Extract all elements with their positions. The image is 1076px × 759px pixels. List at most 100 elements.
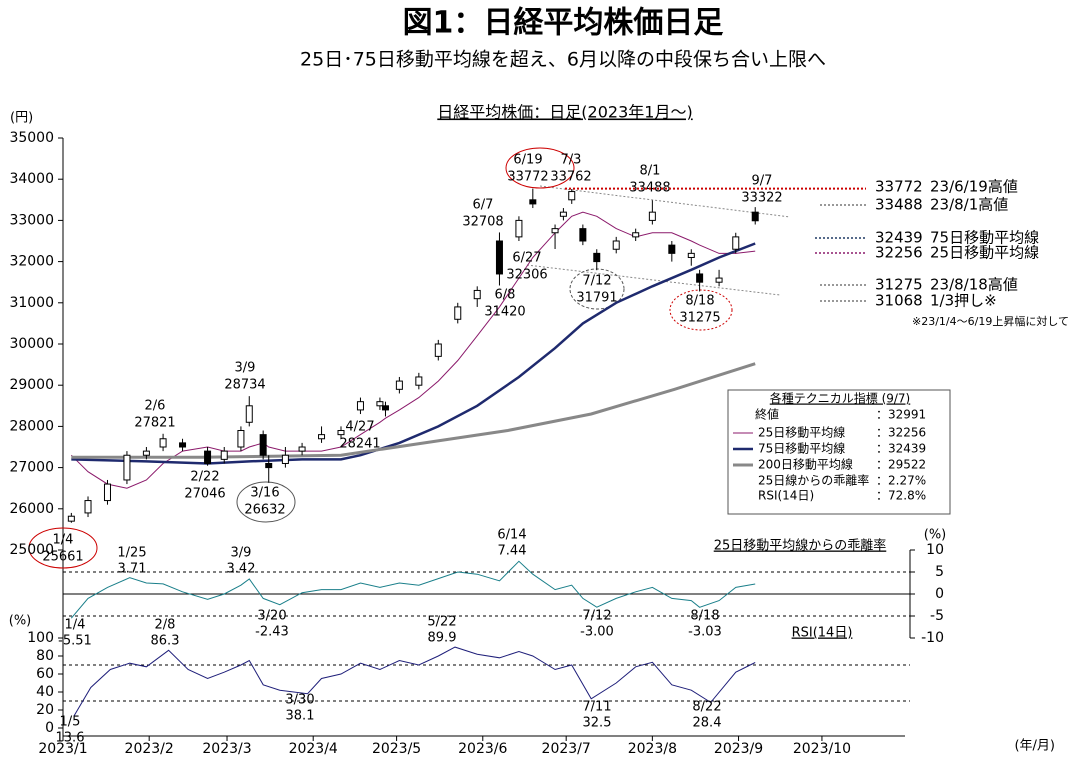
candle-body [632,232,640,238]
annotation: 3/16 [250,486,279,501]
chart-title: 日経平均株価：日足(2023年1月～) [437,103,692,122]
annotation: 33772 [507,170,548,185]
annotation: 31275 [679,311,720,326]
y2-tick-label: 0 [935,586,944,602]
rsi-tick-label: 20 [36,702,54,718]
annotation: 3/9 [231,546,252,561]
trend-lines [28,147,791,569]
x-tick-label: 2023/6 [458,741,507,757]
annotation: 6/8 [495,288,516,303]
y2-tick-label: -5 [930,608,944,624]
level-label: 75日移動平均線 [930,229,1039,247]
annotation: 3.71 [118,562,147,577]
annotation: 27821 [134,416,175,431]
candle-body [281,454,289,464]
annotation: -3.00 [580,625,614,640]
indicator-title: 各種テクニカル指標 (9/7) [770,391,911,406]
annotation: 2/22 [190,470,219,485]
candle-body [220,450,228,460]
annotation: 7/12 [582,609,611,624]
annotation: 7/3 [561,153,582,168]
x-tick-label: 2023/2 [125,741,174,757]
level-value: 33488 [875,196,923,214]
x-tick-label: 2023/1 [38,741,87,757]
row-name: 終値 [755,407,779,422]
y-tick-label: 28000 [9,418,54,434]
annotation: 27046 [184,487,225,502]
annotation: 86.3 [151,634,180,649]
annotation: 28734 [224,378,265,393]
x-tick-label: 2023/8 [628,741,677,757]
annotation: 6/19 [513,153,542,168]
row-name: RSI(14日) [758,489,814,503]
annotation: 31791 [576,291,617,306]
candle-body [495,240,503,275]
annotation: 3/20 [257,609,286,624]
y-tick-label: 29000 [9,377,54,393]
annotation: 3/9 [235,361,256,376]
rsi-tick-label: 40 [36,684,54,700]
title: 図1：日経平均株価日足 [403,6,724,41]
annotation: 9/7 [752,174,773,189]
annotation: 2/6 [145,399,166,414]
row-value: ：32256 [876,426,926,440]
annotation: -5.51 [58,634,92,649]
candle-body [123,454,131,481]
annotation: 28241 [339,437,380,452]
candle-body [579,228,587,242]
candle-body [434,343,442,357]
annotation: 32.5 [583,716,612,731]
level-value: 32256 [875,244,923,262]
candle-body [529,199,537,205]
ma-line [70,211,756,489]
note: ※23/1/4～6/19上昇幅に対して [912,314,1069,328]
candle-body [376,401,384,407]
candle-body [454,306,462,320]
y-tick-label: 34000 [9,171,54,187]
annotation: 8/18 [690,609,719,624]
candle-body [715,277,723,283]
annotation: 33322 [741,191,782,206]
candle-body [732,236,740,250]
deviation-unit: (%) [924,528,947,543]
y-tick-label: 32000 [9,254,54,270]
annotation: 6/27 [512,251,541,266]
ma-line [71,242,756,465]
candle-body [298,446,306,452]
annotation: 1/4 [53,533,74,548]
annotation: 7.44 [498,544,527,559]
annotation: 38.1 [286,709,315,724]
row-value: ：72.8% [876,489,926,503]
indicator-box [727,389,951,515]
candle-body [245,405,253,423]
level-label: 23/8/18高値 [930,276,1018,294]
candle-body [648,211,656,221]
row-value: ：2.27% [876,474,926,488]
annotation: 1/5 [60,715,81,730]
annotation: 26632 [244,503,285,518]
annotation: 89.9 [428,631,457,646]
candle-body [668,244,676,254]
ma-line [71,362,756,459]
annotation: 32708 [462,215,503,230]
candle-body [559,211,567,217]
x-unit: (年/月) [1014,739,1055,754]
row-name: 25日移動平均線 [758,425,845,440]
annotation: 6/7 [473,198,494,213]
x-tick-label: 2023/3 [202,741,251,757]
annotation: 28.4 [693,716,722,731]
y-tick-label: 35000 [9,130,54,146]
deviation-line [70,560,756,619]
level-label: 23/8/1高値 [930,196,1008,214]
candle-body [593,252,601,263]
annotation: 8/1 [640,164,661,179]
y-unit: (円) [10,111,33,126]
level-value: 33772 [875,178,923,196]
rsi-unit: (%) [9,614,32,629]
candle-body [142,450,150,456]
annotation: 1/25 [117,546,146,561]
candle-body [204,450,212,464]
deviation-title: 25日移動平均線からの乖離率 [714,538,887,554]
row-name: 75日移動平均線 [758,441,845,456]
row-name: 25日線からの乖離率 [758,473,869,488]
